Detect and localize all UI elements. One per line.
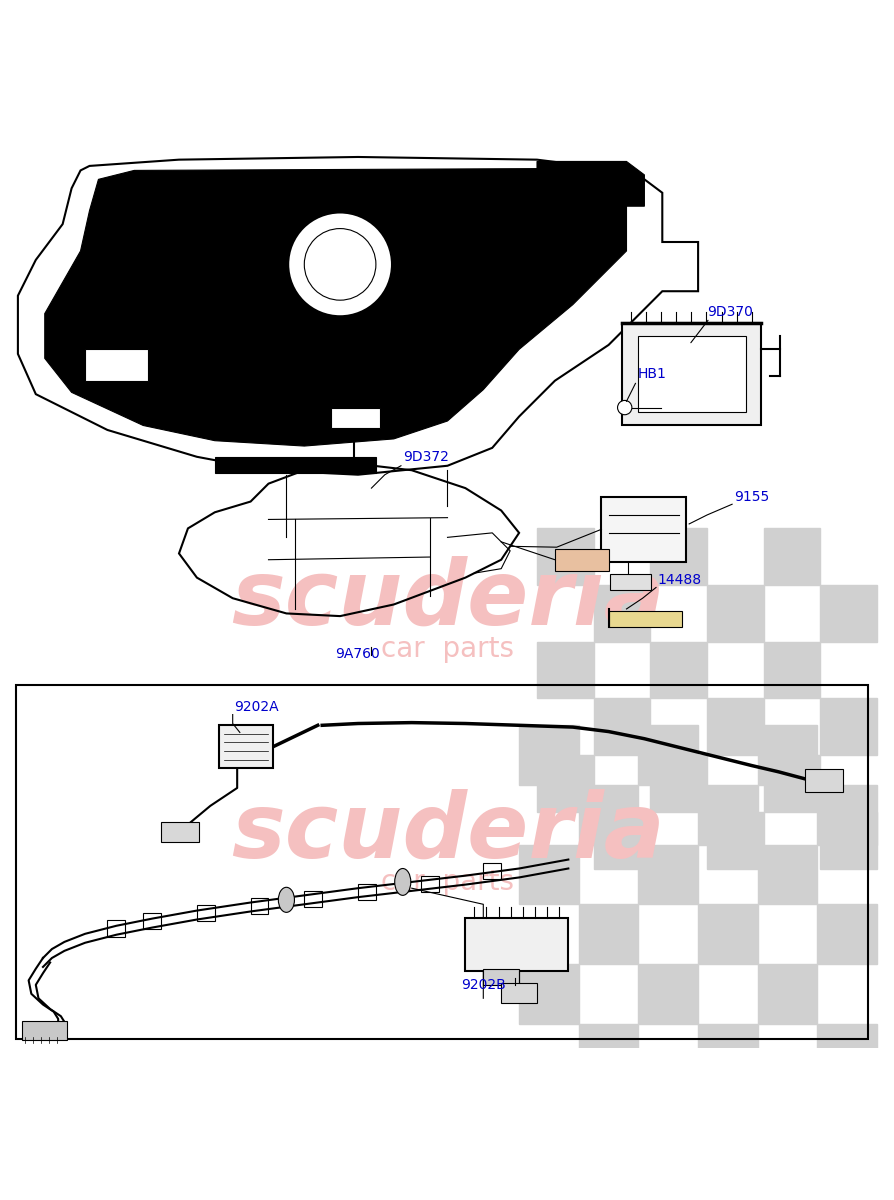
Text: car  parts: car parts — [381, 868, 513, 896]
Bar — [536, 755, 593, 812]
Bar — [304, 890, 322, 907]
Bar — [637, 336, 745, 412]
Bar — [143, 913, 161, 929]
Bar — [608, 611, 681, 626]
Text: car  parts: car parts — [381, 635, 513, 664]
Bar — [107, 920, 125, 936]
Bar — [816, 905, 876, 964]
Bar — [519, 964, 578, 1024]
Bar — [161, 822, 198, 841]
Bar — [536, 642, 593, 698]
Bar — [650, 528, 706, 586]
Text: 14488: 14488 — [657, 574, 701, 587]
Bar — [697, 785, 757, 845]
Bar — [501, 983, 536, 1003]
Bar — [820, 698, 876, 755]
Circle shape — [288, 212, 392, 317]
Bar — [358, 883, 375, 900]
Bar — [16, 685, 867, 1038]
Bar — [578, 1024, 637, 1084]
Bar — [757, 964, 816, 1024]
Bar — [650, 642, 706, 698]
Bar — [637, 964, 697, 1024]
Bar — [621, 323, 760, 426]
Circle shape — [617, 401, 631, 415]
Bar — [250, 898, 268, 914]
Bar — [820, 586, 876, 642]
Text: 9202A: 9202A — [234, 701, 279, 714]
Bar — [763, 528, 820, 586]
Text: 9155: 9155 — [733, 490, 768, 504]
Bar — [706, 698, 763, 755]
Bar — [593, 586, 650, 642]
Bar — [219, 725, 273, 768]
Bar — [578, 905, 637, 964]
Bar — [697, 905, 757, 964]
Bar — [706, 586, 763, 642]
Bar — [637, 845, 697, 905]
Text: scuderia: scuderia — [231, 788, 663, 877]
Bar — [536, 528, 593, 586]
Bar — [816, 1024, 876, 1084]
Bar — [757, 845, 816, 905]
Bar — [637, 725, 697, 785]
Bar — [331, 408, 380, 428]
Bar — [420, 876, 438, 892]
Polygon shape — [45, 169, 626, 446]
Text: 9D370: 9D370 — [706, 305, 752, 319]
Bar — [757, 725, 816, 785]
Polygon shape — [215, 457, 375, 473]
Bar — [816, 785, 876, 845]
Bar — [465, 918, 568, 972]
Bar — [554, 548, 608, 571]
Bar — [763, 755, 820, 812]
Bar — [578, 785, 637, 845]
Bar — [706, 812, 763, 869]
Text: 9202B: 9202B — [460, 978, 505, 992]
Bar — [519, 725, 578, 785]
Bar — [483, 968, 519, 985]
Bar — [805, 769, 842, 792]
Text: 9A760: 9A760 — [335, 647, 380, 661]
Bar — [601, 497, 686, 562]
Bar — [650, 755, 706, 812]
Bar — [519, 845, 578, 905]
Polygon shape — [536, 162, 644, 215]
Ellipse shape — [278, 887, 294, 912]
Bar — [197, 905, 215, 922]
Text: HB1: HB1 — [637, 367, 665, 382]
Text: 9D372: 9D372 — [402, 450, 448, 464]
Bar — [593, 698, 650, 755]
Polygon shape — [85, 349, 148, 380]
Bar — [593, 812, 650, 869]
Bar — [22, 1021, 67, 1040]
Text: scuderia: scuderia — [231, 556, 663, 644]
Bar — [610, 574, 650, 590]
Ellipse shape — [394, 869, 410, 895]
Bar — [697, 1024, 757, 1084]
Bar — [763, 642, 820, 698]
Bar — [820, 812, 876, 869]
Bar — [483, 863, 501, 880]
